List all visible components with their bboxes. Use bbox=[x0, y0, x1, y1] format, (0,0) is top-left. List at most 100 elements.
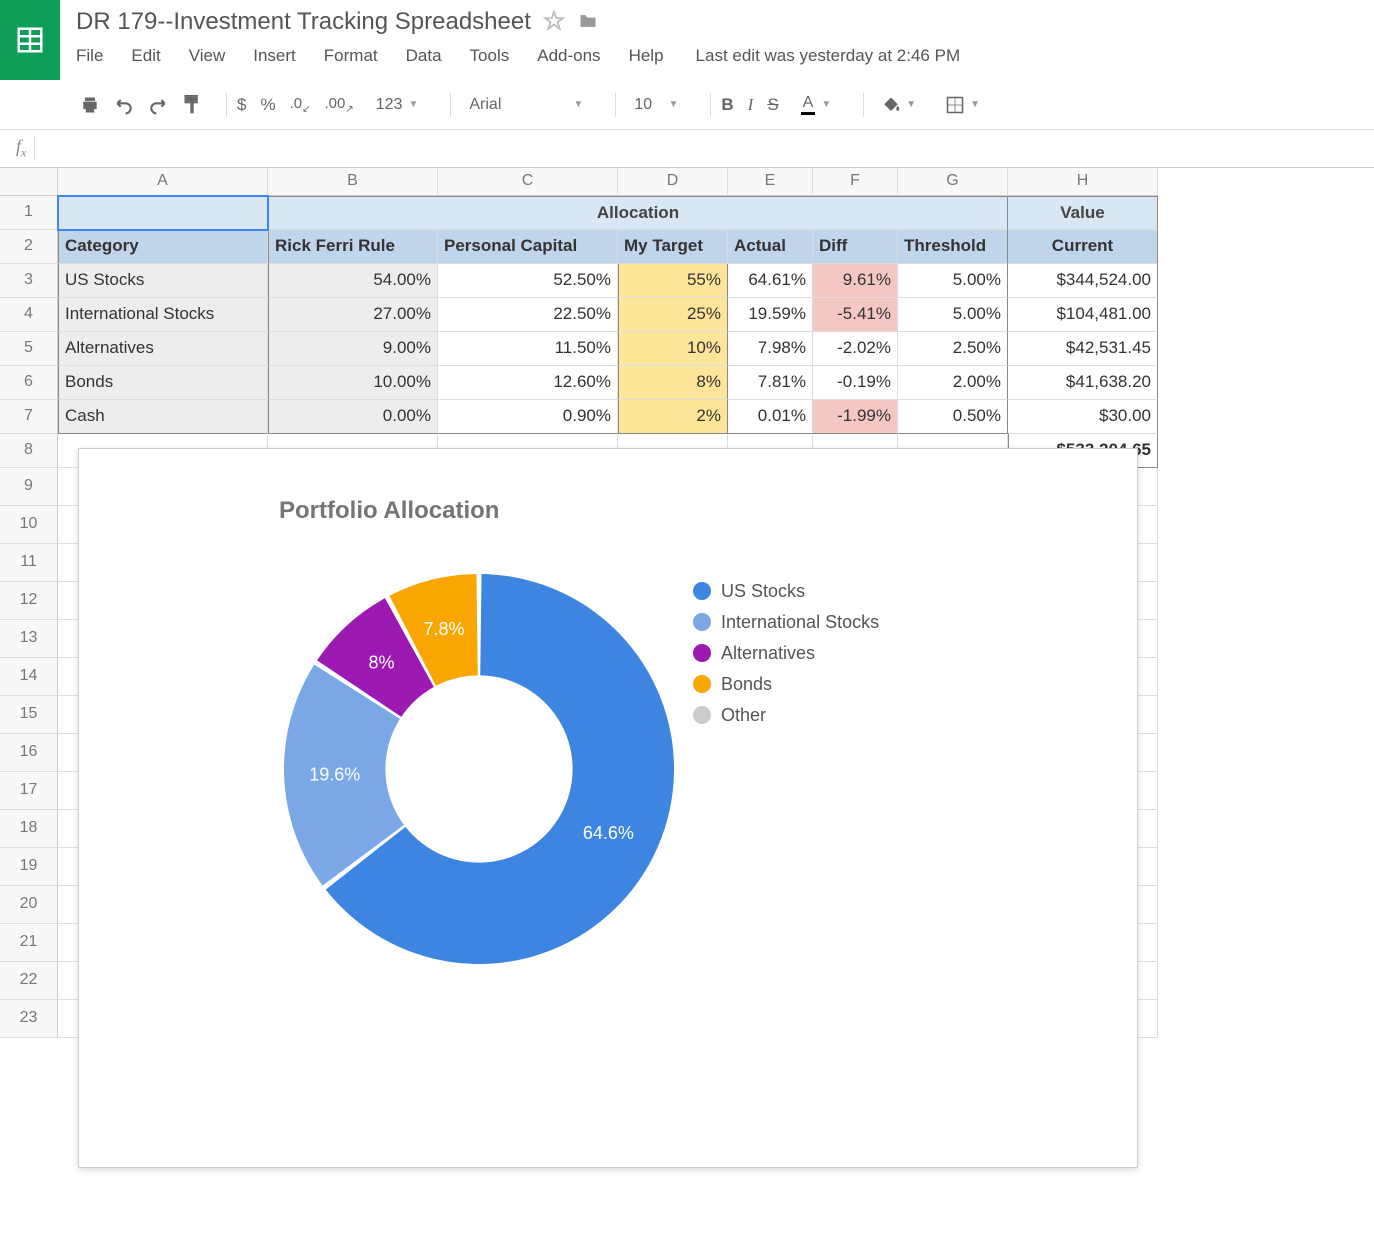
cell-curr-1[interactable]: $104,481.00 bbox=[1008, 298, 1158, 332]
cell-curr-3[interactable]: $41,638.20 bbox=[1008, 366, 1158, 400]
row-header-16[interactable]: 16 bbox=[0, 734, 58, 772]
row-header-8[interactable]: 8 bbox=[0, 434, 58, 468]
cell-category-4[interactable]: Cash bbox=[58, 400, 268, 434]
column-header-F[interactable]: F bbox=[813, 168, 898, 196]
cell-category-2[interactable]: Alternatives bbox=[58, 332, 268, 366]
strikethrough-button[interactable]: S bbox=[767, 95, 778, 115]
header-actual[interactable]: Actual bbox=[728, 230, 813, 264]
cell-actual-0[interactable]: 64.61% bbox=[728, 264, 813, 298]
row-header-6[interactable]: 6 bbox=[0, 366, 58, 400]
cell-diff-0[interactable]: 9.61% bbox=[813, 264, 898, 298]
legend-item[interactable]: Alternatives bbox=[693, 643, 879, 664]
row-header-2[interactable]: 2 bbox=[0, 230, 58, 264]
number-format-select[interactable]: 123▼ bbox=[368, 94, 427, 116]
header-pc[interactable]: Personal Capital bbox=[438, 230, 618, 264]
column-header-C[interactable]: C bbox=[438, 168, 618, 196]
cell-diff-4[interactable]: -1.99% bbox=[813, 400, 898, 434]
undo-icon[interactable] bbox=[114, 95, 134, 115]
font-size-select[interactable]: 10▼ bbox=[626, 94, 686, 116]
header-diff[interactable]: Diff bbox=[813, 230, 898, 264]
row-header-21[interactable]: 21 bbox=[0, 924, 58, 962]
row-header-11[interactable]: 11 bbox=[0, 544, 58, 582]
row-header-15[interactable]: 15 bbox=[0, 696, 58, 734]
column-header-G[interactable]: G bbox=[898, 168, 1008, 196]
row-header-20[interactable]: 20 bbox=[0, 886, 58, 924]
doc-title[interactable]: DR 179--Investment Tracking Spreadsheet bbox=[76, 8, 531, 36]
row-header-17[interactable]: 17 bbox=[0, 772, 58, 810]
cell-curr-0[interactable]: $344,524.00 bbox=[1008, 264, 1158, 298]
cell-diff-3[interactable]: -0.19% bbox=[813, 366, 898, 400]
cell-thresh-0[interactable]: 5.00% bbox=[898, 264, 1008, 298]
column-header-E[interactable]: E bbox=[728, 168, 813, 196]
row-header-12[interactable]: 12 bbox=[0, 582, 58, 620]
cell-A1[interactable] bbox=[58, 196, 268, 230]
cell-curr-4[interactable]: $30.00 bbox=[1008, 400, 1158, 434]
row-header-13[interactable]: 13 bbox=[0, 620, 58, 658]
header-rick[interactable]: Rick Ferri Rule bbox=[268, 230, 438, 264]
row-header-19[interactable]: 19 bbox=[0, 848, 58, 886]
cell-actual-4[interactable]: 0.01% bbox=[728, 400, 813, 434]
cell-rick-0[interactable]: 54.00% bbox=[268, 264, 438, 298]
column-header-B[interactable]: B bbox=[268, 168, 438, 196]
column-header-H[interactable]: H bbox=[1008, 168, 1158, 196]
bold-button[interactable]: B bbox=[721, 95, 733, 115]
legend-item[interactable]: Bonds bbox=[693, 674, 879, 695]
print-icon[interactable] bbox=[80, 95, 100, 115]
header-category[interactable]: Category bbox=[58, 230, 268, 264]
menu-tools[interactable]: Tools bbox=[470, 46, 510, 66]
fill-color-button[interactable]: ▼ bbox=[874, 94, 924, 116]
cell-diff-1[interactable]: -5.41% bbox=[813, 298, 898, 332]
menu-format[interactable]: Format bbox=[324, 46, 378, 66]
paint-format-icon[interactable] bbox=[182, 94, 202, 116]
menu-view[interactable]: View bbox=[189, 46, 226, 66]
row-header-4[interactable]: 4 bbox=[0, 298, 58, 332]
row-header-14[interactable]: 14 bbox=[0, 658, 58, 696]
font-family-select[interactable]: Arial▼ bbox=[461, 94, 591, 116]
cell-rick-2[interactable]: 9.00% bbox=[268, 332, 438, 366]
cell-diff-2[interactable]: -2.02% bbox=[813, 332, 898, 366]
column-header-D[interactable]: D bbox=[618, 168, 728, 196]
legend-item[interactable]: Other bbox=[693, 705, 879, 726]
row-header-7[interactable]: 7 bbox=[0, 400, 58, 434]
cell-rick-3[interactable]: 10.00% bbox=[268, 366, 438, 400]
cell-thresh-2[interactable]: 2.50% bbox=[898, 332, 1008, 366]
cell-actual-1[interactable]: 19.59% bbox=[728, 298, 813, 332]
row-header-9[interactable]: 9 bbox=[0, 468, 58, 506]
cell-rick-4[interactable]: 0.00% bbox=[268, 400, 438, 434]
legend-item[interactable]: US Stocks bbox=[693, 581, 879, 602]
value-header[interactable]: Value bbox=[1008, 196, 1158, 230]
decrease-decimal-button[interactable]: .0↙ bbox=[290, 95, 311, 115]
cell-target-4[interactable]: 2% bbox=[618, 400, 728, 434]
percent-button[interactable]: % bbox=[260, 95, 275, 115]
menu-data[interactable]: Data bbox=[406, 46, 442, 66]
cell-thresh-4[interactable]: 0.50% bbox=[898, 400, 1008, 434]
cell-target-2[interactable]: 10% bbox=[618, 332, 728, 366]
formula-input[interactable] bbox=[45, 138, 1358, 158]
cell-thresh-3[interactable]: 2.00% bbox=[898, 366, 1008, 400]
row-header-10[interactable]: 10 bbox=[0, 506, 58, 544]
legend-item[interactable]: International Stocks bbox=[693, 612, 879, 633]
cell-pc-4[interactable]: 0.90% bbox=[438, 400, 618, 434]
cell-target-1[interactable]: 25% bbox=[618, 298, 728, 332]
allocation-header[interactable]: Allocation bbox=[268, 196, 1008, 230]
borders-button[interactable]: ▼ bbox=[938, 94, 988, 116]
row-header-22[interactable]: 22 bbox=[0, 962, 58, 1000]
sheets-logo[interactable] bbox=[0, 0, 60, 80]
currency-button[interactable]: $ bbox=[237, 95, 246, 115]
cell-target-3[interactable]: 8% bbox=[618, 366, 728, 400]
cell-actual-3[interactable]: 7.81% bbox=[728, 366, 813, 400]
column-header-A[interactable]: A bbox=[58, 168, 268, 196]
select-all-corner[interactable] bbox=[0, 168, 58, 196]
cell-target-0[interactable]: 55% bbox=[618, 264, 728, 298]
chart-container[interactable]: Portfolio Allocation 64.6%19.6%8%7.8% US… bbox=[78, 448, 1138, 1168]
cell-thresh-1[interactable]: 5.00% bbox=[898, 298, 1008, 332]
cell-pc-0[interactable]: 52.50% bbox=[438, 264, 618, 298]
italic-button[interactable]: I bbox=[748, 95, 754, 115]
row-header-18[interactable]: 18 bbox=[0, 810, 58, 848]
row-header-3[interactable]: 3 bbox=[0, 264, 58, 298]
row-header-1[interactable]: 1 bbox=[0, 196, 58, 230]
header-target[interactable]: My Target bbox=[618, 230, 728, 264]
cell-category-3[interactable]: Bonds bbox=[58, 366, 268, 400]
menu-addons[interactable]: Add-ons bbox=[537, 46, 600, 66]
cell-category-0[interactable]: US Stocks bbox=[58, 264, 268, 298]
